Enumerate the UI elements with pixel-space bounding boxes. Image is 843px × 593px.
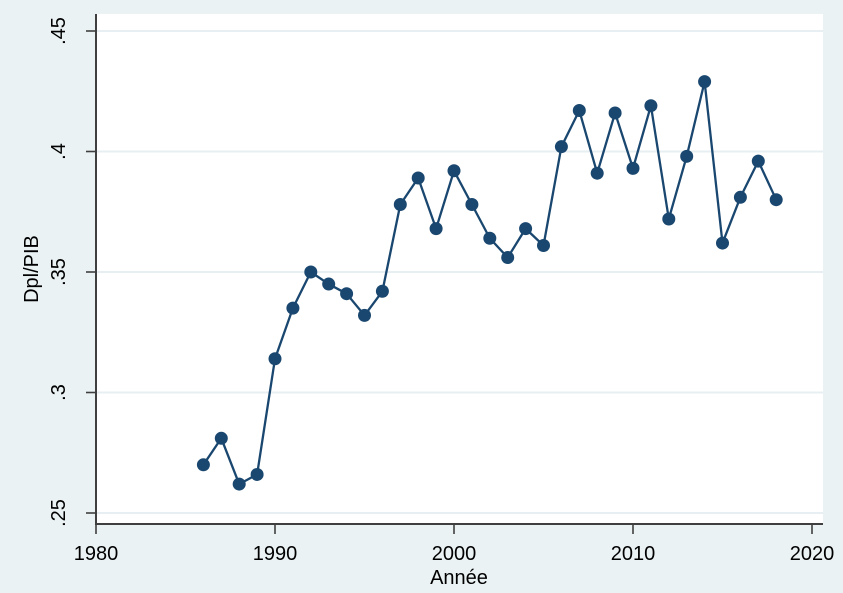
gridlines <box>96 30 823 514</box>
x-tick-label: 1980 <box>74 543 119 565</box>
data-point <box>214 431 228 445</box>
x-tick-label: 1990 <box>253 543 298 565</box>
data-point <box>572 104 586 118</box>
data-point <box>411 171 425 185</box>
data-point <box>286 301 300 315</box>
data-point <box>304 265 318 279</box>
data-point <box>447 164 461 178</box>
data-point <box>554 140 568 154</box>
data-point <box>393 198 407 212</box>
data-point <box>644 99 658 113</box>
x-tick-label: 2010 <box>611 543 656 565</box>
data-point <box>716 236 729 250</box>
y-tick-label: .4 <box>48 143 70 160</box>
data-point <box>429 222 443 236</box>
data-point <box>358 308 371 322</box>
data-point <box>698 75 712 89</box>
y-tick-label: .35 <box>48 258 70 286</box>
data-point <box>375 284 389 298</box>
data-point <box>769 193 783 207</box>
data-point <box>232 477 246 491</box>
plot-area <box>96 14 823 524</box>
data-point <box>519 222 533 236</box>
data-point <box>537 238 550 252</box>
axes <box>95 14 823 525</box>
x-tick-label: 2000 <box>432 543 477 565</box>
data-point <box>662 212 676 226</box>
data-series <box>196 75 783 491</box>
data-point <box>608 106 622 120</box>
y-tick-label: .45 <box>48 17 70 45</box>
tick-marks <box>86 30 813 534</box>
y-tick-label: .3 <box>48 384 70 401</box>
x-tick-label: 2020 <box>790 543 835 565</box>
data-point <box>501 251 515 265</box>
x-axis-title: Année <box>430 567 488 589</box>
data-point <box>733 190 747 204</box>
data-point <box>590 166 604 180</box>
y-axis-title: Dpl/PIB <box>21 235 43 303</box>
data-point <box>250 467 264 481</box>
data-point <box>340 287 354 301</box>
data-point <box>322 277 336 291</box>
tick-labels: .25 .3 .35 .4 .45 1980 1990 2000 2010 2020 <box>48 17 834 565</box>
data-point <box>196 458 210 472</box>
y-tick-label: .25 <box>48 499 70 527</box>
data-point <box>483 231 497 245</box>
data-point <box>465 198 479 212</box>
data-point <box>626 161 640 175</box>
data-point <box>751 154 765 168</box>
data-point <box>268 352 282 366</box>
data-point <box>680 149 694 163</box>
